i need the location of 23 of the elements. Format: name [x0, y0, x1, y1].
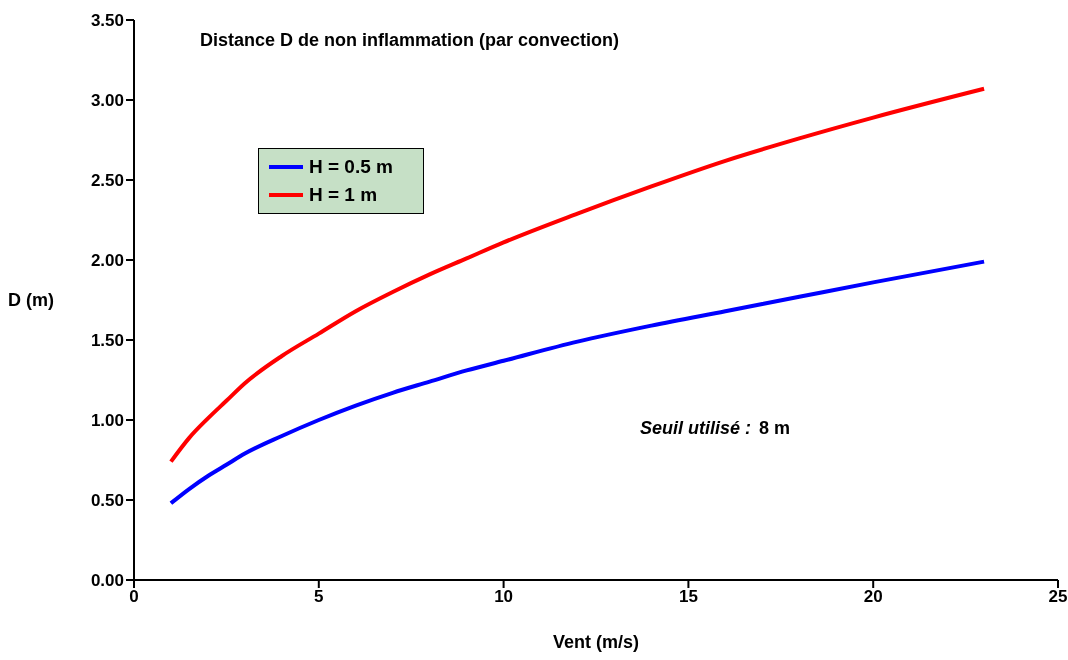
- legend-label: H = 1 m: [308, 183, 379, 207]
- y-tick-label: 3.50: [90, 11, 124, 31]
- x-tick-label: 15: [678, 587, 698, 607]
- legend-label: H = 0.5 m: [308, 155, 393, 179]
- y-tick-label: 3.00: [90, 91, 124, 111]
- y-tick-label: 1.00: [90, 411, 124, 431]
- y-tick-label: 0.50: [90, 491, 124, 511]
- x-tick-label: 20: [863, 587, 883, 607]
- line-series: [168, 259, 987, 506]
- x-tick-label: 25: [1048, 587, 1068, 607]
- line-series: [168, 86, 987, 464]
- x-axis-title: Vent (m/s): [552, 632, 640, 652]
- y-tick-label: 2.00: [90, 251, 124, 271]
- y-tick-label: 0.00: [90, 571, 124, 591]
- y-tick-label: 1.50: [90, 331, 124, 351]
- text: Distance D de non inflammation (par convection): [200, 30, 620, 51]
- x-tick-label: 5: [314, 587, 324, 607]
- x-tick-label: 0: [129, 587, 139, 607]
- annotation: 8 m: [759, 418, 791, 438]
- annotation: Seuil utilisé :: [640, 418, 752, 438]
- y-tick-label: 2.50: [90, 171, 124, 191]
- x-tick-label: 10: [494, 587, 514, 607]
- y-axis-title: D (m): [8, 290, 54, 311]
